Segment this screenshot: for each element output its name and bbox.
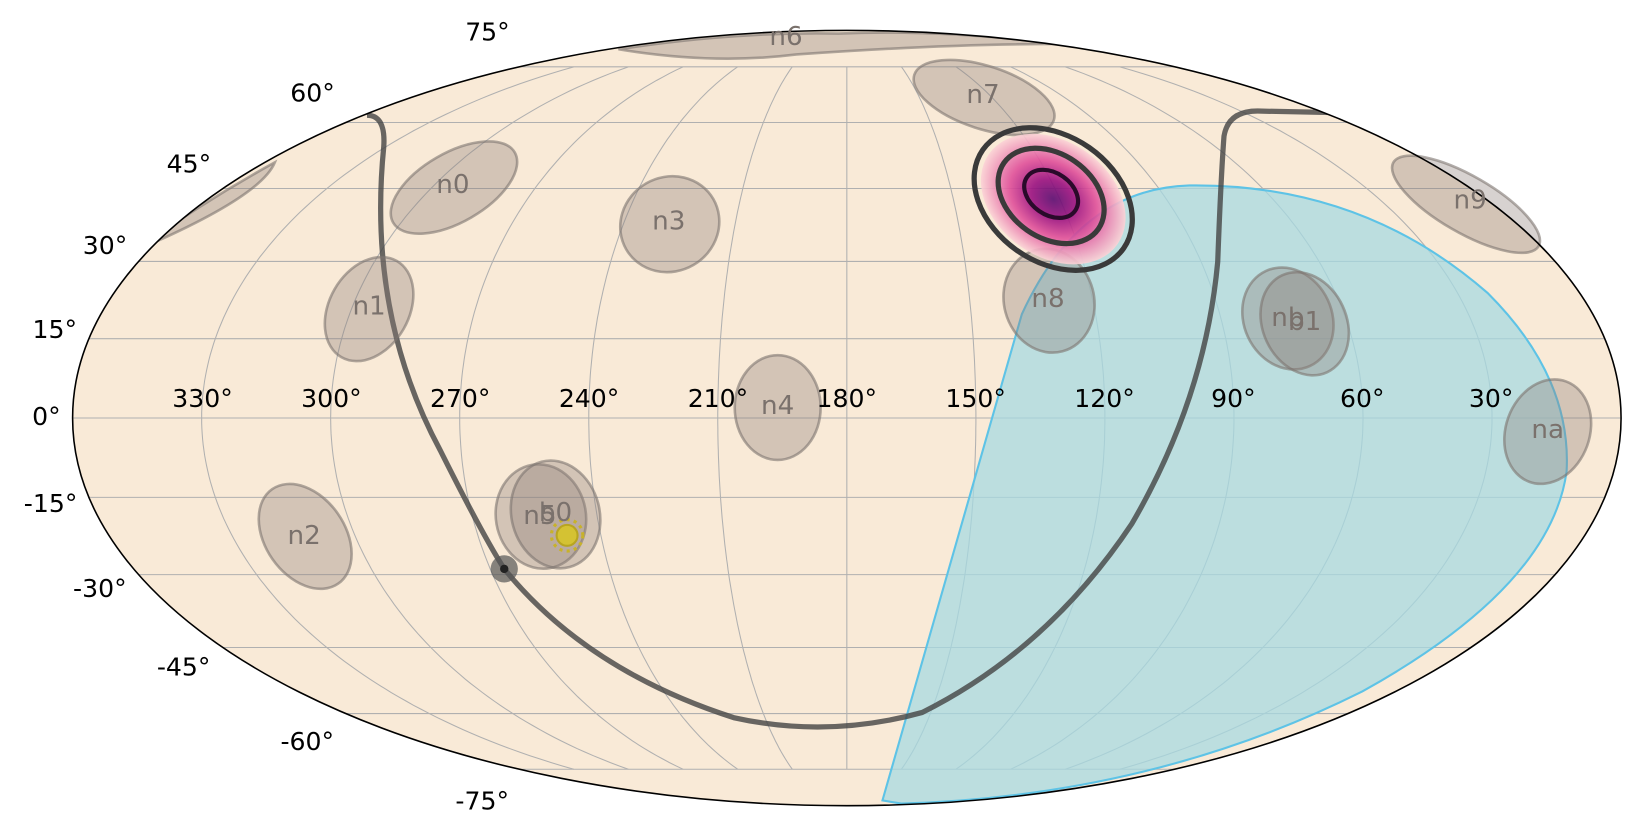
latitude-label: 60° bbox=[290, 78, 335, 107]
detectors bbox=[257, 58, 1593, 591]
detector-label: n5 bbox=[523, 501, 556, 531]
latitude-label: 15° bbox=[33, 315, 78, 344]
latitude-label: -15° bbox=[24, 489, 78, 518]
longitude-label: 150° bbox=[945, 384, 1006, 413]
longitude-label: 210° bbox=[688, 384, 749, 413]
galactic-center-dot bbox=[500, 564, 509, 574]
detector-label: n4 bbox=[761, 391, 794, 421]
detector-label: n7 bbox=[966, 80, 999, 110]
detector-ellipse bbox=[733, 353, 822, 462]
longitude-label: 90° bbox=[1211, 384, 1256, 413]
contour-90 bbox=[971, 125, 1135, 273]
detector-label: n3 bbox=[652, 207, 685, 237]
sun-disk bbox=[555, 523, 579, 547]
latitude-label: -45° bbox=[157, 652, 211, 681]
detector-label: b1 bbox=[1288, 307, 1321, 337]
detector-ellipse bbox=[1259, 270, 1351, 377]
detector-label: na bbox=[1531, 415, 1564, 445]
contour-10 bbox=[1022, 167, 1081, 220]
latitude-label: -60° bbox=[280, 727, 334, 756]
longitude-label: 300° bbox=[301, 384, 362, 413]
sky-border bbox=[71, 29, 1622, 807]
detector-label: n1 bbox=[352, 291, 385, 321]
detector-label: n8 bbox=[1031, 284, 1064, 314]
overlays bbox=[104, 31, 1568, 805]
detector-ellipse bbox=[912, 58, 1056, 137]
detector-ellipse bbox=[257, 482, 353, 591]
latitude-label: -30° bbox=[73, 574, 127, 603]
detector-label: nb bbox=[1271, 303, 1304, 333]
detector-label: n0 bbox=[436, 170, 469, 200]
localization bbox=[971, 125, 1135, 273]
detector-ellipse bbox=[618, 174, 721, 274]
detector-ellipse bbox=[323, 255, 415, 363]
longitude-label: 330° bbox=[172, 384, 233, 413]
detector-ellipse bbox=[389, 140, 519, 235]
longitude-label: 240° bbox=[559, 384, 620, 413]
probability-map bbox=[980, 133, 1126, 265]
longitude-label: 270° bbox=[430, 384, 491, 413]
labels: 330° 300° 270° 240° 210° 180° 150° 120° 90° 60° 30… bbox=[24, 18, 1564, 816]
detector-label: n2 bbox=[288, 521, 321, 551]
detector-ellipse bbox=[1503, 378, 1593, 486]
longitude-label: 120° bbox=[1074, 384, 1135, 413]
latitude-label: 30° bbox=[83, 231, 128, 260]
detector-label: b0 bbox=[539, 498, 572, 528]
detector-ellipse bbox=[1390, 154, 1542, 255]
sun-rays bbox=[549, 518, 585, 553]
detector-ellipse bbox=[509, 459, 602, 570]
longitude-label: 30° bbox=[1469, 384, 1514, 413]
sun bbox=[549, 518, 585, 553]
latitude-label: 45° bbox=[167, 150, 212, 179]
earth-occultation bbox=[881, 184, 1568, 805]
latitude-label: 75° bbox=[465, 18, 510, 47]
detector-label: n6 bbox=[769, 22, 802, 52]
contour-50 bbox=[995, 145, 1107, 247]
galactic-plane bbox=[366, 108, 1363, 730]
latitude-label: 0° bbox=[32, 402, 61, 431]
longitude-label: 180° bbox=[817, 384, 878, 413]
detector-label: n9 bbox=[1454, 186, 1487, 216]
longitude-label: 60° bbox=[1340, 384, 1385, 413]
latitude-label: -75° bbox=[455, 787, 509, 816]
